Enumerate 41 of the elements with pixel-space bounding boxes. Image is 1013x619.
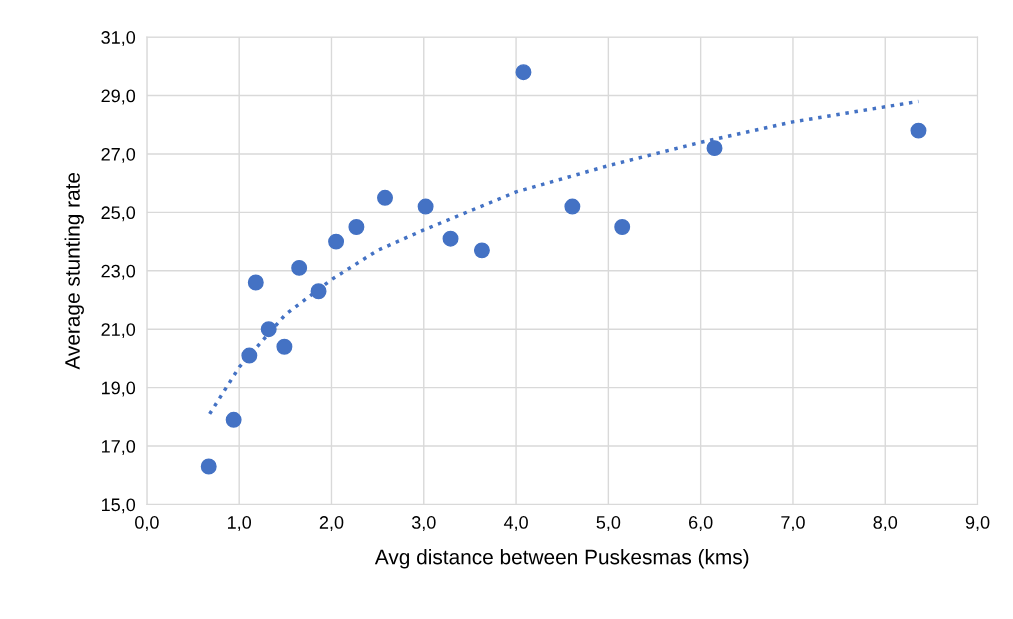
point <box>706 140 723 157</box>
x-tick-label: 7,0 <box>781 516 805 531</box>
y-tick-label: 25,0 <box>101 206 136 222</box>
x-tick-label: 3,0 <box>411 516 436 531</box>
point <box>276 338 293 355</box>
point <box>564 198 581 215</box>
x-tick-label: 1,0 <box>228 516 252 531</box>
y-tick-label: 21,0 <box>101 323 136 339</box>
y-tick-label: 27,0 <box>101 147 136 163</box>
point <box>377 189 393 206</box>
point <box>442 230 459 247</box>
x-tick-label: 2,0 <box>319 516 344 531</box>
y-axis-title: Average stunting rate <box>64 172 84 370</box>
point <box>241 347 258 364</box>
point <box>200 458 217 475</box>
point <box>910 122 927 139</box>
y-tick-label: 15,0 <box>102 498 136 514</box>
line-series <box>207 99 921 416</box>
point <box>291 259 308 276</box>
x-axis-title: Avg distance between Puskesmas (kms) <box>374 549 749 569</box>
y-tick-label: 19,0 <box>102 381 136 397</box>
y-tick-label: 17,0 <box>102 440 136 455</box>
point <box>247 274 264 291</box>
x-tick-label: 4,0 <box>503 516 528 531</box>
point <box>225 411 242 428</box>
y-tick-label: 23,0 <box>101 264 136 280</box>
point <box>515 64 532 81</box>
x-tick-label: 9,0 <box>965 516 990 531</box>
point <box>310 283 327 300</box>
x-tick-label: 8,0 <box>873 516 898 531</box>
point <box>260 321 277 338</box>
point <box>614 219 631 235</box>
point <box>348 219 365 235</box>
point <box>417 198 434 215</box>
point <box>328 233 345 250</box>
x-tick-label: 0,0 <box>135 516 159 531</box>
x-tick-label: 6,0 <box>689 516 713 531</box>
x-tick-label: 5,0 <box>596 516 621 531</box>
y-tick-label: 29,0 <box>101 89 136 105</box>
y-tick-label: 31,0 <box>101 31 136 46</box>
point <box>473 242 490 259</box>
